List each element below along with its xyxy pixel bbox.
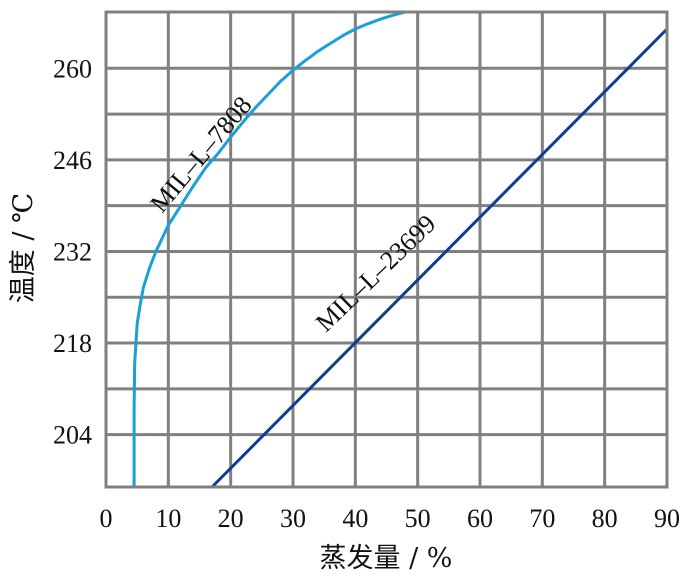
series-label-mil-l-23699: MIL–L–23699 <box>310 209 441 337</box>
x-tick-label: 0 <box>100 504 113 533</box>
x-tick-label: 70 <box>529 504 555 533</box>
x-tick-label: 20 <box>218 504 244 533</box>
grid <box>106 12 667 487</box>
x-tick-label: 90 <box>654 504 680 533</box>
x-tick-label: 50 <box>405 504 431 533</box>
x-axis-title: 蒸发量 / % <box>320 543 453 574</box>
series-layer <box>132 10 669 489</box>
y-tick-label: 218 <box>53 329 92 358</box>
y-tick-label: 232 <box>53 237 92 266</box>
x-tick-label: 80 <box>592 504 618 533</box>
y-tick-label: 246 <box>53 146 92 175</box>
y-tick-label: 260 <box>53 54 92 83</box>
x-tick-label: 60 <box>467 504 493 533</box>
plot-frame <box>104 10 669 489</box>
series-label-mil-l-7808: MIL–L–7808 <box>144 91 257 218</box>
x-tick-label: 40 <box>342 504 368 533</box>
series-line-1 <box>210 27 669 489</box>
tick-labels: 0 10 20 30 40 50 60 70 80 90 204 218 232 246 260 <box>53 54 680 533</box>
y-axis-title: 温度 / ℃ <box>8 193 39 303</box>
x-tick-label: 10 <box>155 504 181 533</box>
y-tick-label: 204 <box>53 421 92 450</box>
x-tick-label: 30 <box>280 504 306 533</box>
series-line-0 <box>132 10 406 487</box>
